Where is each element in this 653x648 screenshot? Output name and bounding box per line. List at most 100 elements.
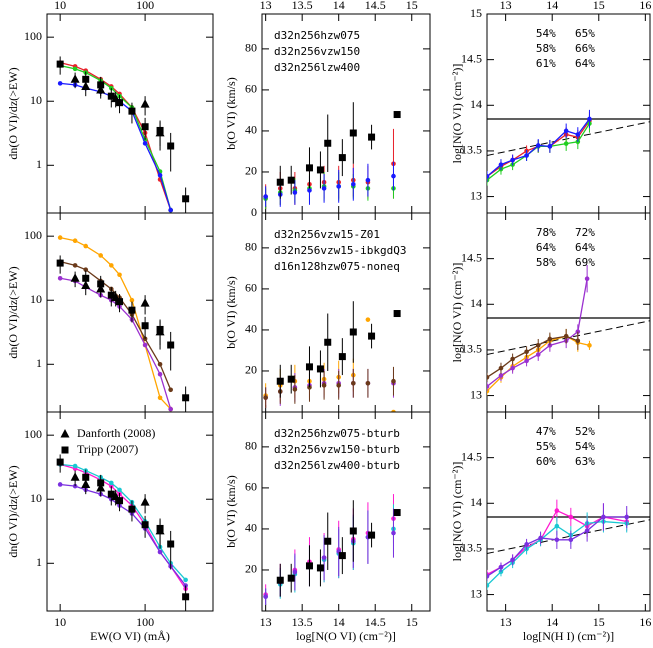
y-tick-label: 10 xyxy=(30,292,42,306)
y-tick-label: 60 xyxy=(245,281,257,295)
x-tick-label: 100 xyxy=(136,0,154,12)
y-tick-label: 0 xyxy=(251,205,257,219)
point-marker xyxy=(524,358,529,364)
point-marker xyxy=(547,336,553,342)
point-marker xyxy=(587,116,592,122)
y-axis-label: log[N(O VI) (cm⁻²)] xyxy=(450,64,464,164)
point-marker xyxy=(108,85,114,91)
square-marker xyxy=(305,562,313,570)
square-marker xyxy=(316,564,324,572)
y-tick-label: 60 xyxy=(245,480,257,494)
triangle-marker xyxy=(70,472,80,481)
point-marker xyxy=(117,487,122,493)
triangle-marker xyxy=(111,292,121,302)
legend-label: d32n256lzw400 xyxy=(274,61,360,74)
y-tick-label: 20 xyxy=(245,363,257,377)
y-tick-label: 20 xyxy=(245,164,257,178)
percentage-label: 54% xyxy=(575,440,595,453)
x-tick-label: 14 xyxy=(546,0,558,12)
percentage-label: 78% xyxy=(536,226,556,239)
y-tick-label: 13 xyxy=(470,188,482,202)
x-tick-label: 14 xyxy=(333,0,345,12)
percentage-label: 65% xyxy=(575,27,595,40)
point-marker xyxy=(487,583,490,588)
frame xyxy=(486,13,651,214)
point-marker xyxy=(538,535,543,541)
point-marker xyxy=(510,365,515,371)
point-marker xyxy=(351,380,356,386)
square-marker xyxy=(128,306,136,314)
percentage-label: 64% xyxy=(575,57,595,70)
x-tick-label: 16 xyxy=(639,615,651,629)
square-marker xyxy=(338,552,346,560)
x-axis-label: EW(O VI) (mÅ) xyxy=(90,629,170,643)
square-marker xyxy=(167,341,175,349)
square-marker xyxy=(167,540,175,548)
y-tick-label: 14 xyxy=(470,296,482,310)
fit-line xyxy=(487,121,650,156)
x-tick-label: 13.5 xyxy=(292,615,313,629)
point-marker xyxy=(157,395,163,401)
legend-label: d32n256lzw400-bturb xyxy=(274,459,400,472)
square-marker xyxy=(305,363,313,371)
point-marker xyxy=(72,463,78,469)
square-marker xyxy=(156,524,164,532)
plot-area xyxy=(487,265,650,396)
x-tick-label: 14.5 xyxy=(365,0,386,12)
triangle-marker xyxy=(155,127,165,137)
percentage-label: 55% xyxy=(536,440,556,453)
point-marker xyxy=(307,188,312,193)
square-marker xyxy=(141,322,149,330)
point-marker xyxy=(554,523,560,529)
triangle-marker xyxy=(111,93,121,103)
panel: 13 13.5 14 14.5 15 20 40 60 80 b(O VI) (km/s) log[… xyxy=(224,411,431,643)
point-marker xyxy=(336,383,341,388)
point-marker xyxy=(510,157,515,163)
point-marker xyxy=(57,275,63,281)
point-marker xyxy=(554,508,560,513)
point-marker xyxy=(57,482,63,487)
triangle-marker xyxy=(96,84,106,94)
y-axis-label: log[N(O VI) (cm⁻²)] xyxy=(450,263,464,363)
point-marker xyxy=(263,594,268,599)
point-marker xyxy=(157,361,163,367)
point-marker xyxy=(307,385,312,390)
y-tick-label: 10 xyxy=(30,93,42,107)
square-marker xyxy=(324,338,332,346)
panel: 10 100 1 10 100 dn(O VI)/dz(>EW) EW(O VI) (mÅ)… xyxy=(6,411,214,643)
square-marker xyxy=(107,291,115,299)
point-marker xyxy=(168,387,173,393)
y-axis-label: log[N(O VI) (cm⁻²)] xyxy=(450,462,464,562)
point-marker xyxy=(365,317,371,322)
y-tick-label: 13.5 xyxy=(461,541,482,555)
triangle-marker xyxy=(140,497,150,506)
square-marker xyxy=(276,178,284,186)
y-tick-label: 80 xyxy=(245,41,257,55)
y-tick-label: 40 xyxy=(245,322,257,336)
square-marker xyxy=(316,365,324,373)
x-tick-label: 15 xyxy=(406,0,418,12)
x-tick-label: 15 xyxy=(593,0,605,12)
square-marker xyxy=(56,458,64,466)
percentage-label: 61% xyxy=(536,57,556,70)
triangle-marker xyxy=(140,298,150,307)
square-marker xyxy=(167,142,175,150)
point-marker xyxy=(83,267,89,272)
series-line xyxy=(487,335,579,378)
square-marker xyxy=(287,375,295,383)
triangle-marker xyxy=(140,99,150,108)
point-marker xyxy=(108,263,114,268)
point-marker xyxy=(498,564,504,570)
point-marker xyxy=(587,343,592,348)
y-tick-label: 14.5 xyxy=(461,51,482,65)
x-tick-label: 15 xyxy=(406,615,418,629)
y-tick-label: 100 xyxy=(24,427,42,441)
plot-area xyxy=(56,56,190,213)
square-marker xyxy=(287,574,295,582)
legend-label: Tripp (2007) xyxy=(77,442,138,456)
point-marker xyxy=(117,272,122,278)
point-marker xyxy=(98,253,103,258)
point-marker xyxy=(568,514,574,520)
y-tick-label: 80 xyxy=(245,240,257,254)
